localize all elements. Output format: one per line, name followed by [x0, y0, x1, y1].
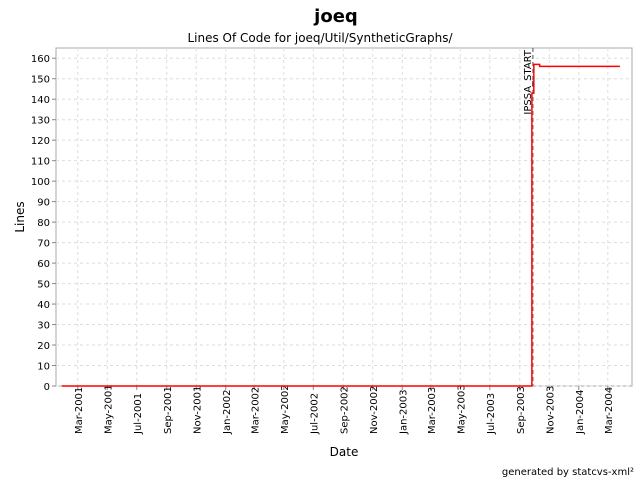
plot-area	[55, 47, 633, 387]
x-axis-label: Date	[330, 445, 359, 459]
chart-subtitle: Lines Of Code for joeq/Util/SyntheticGra…	[187, 31, 453, 45]
y-tick-label: 140	[31, 95, 50, 106]
x-tick-label: May-2003	[456, 384, 467, 434]
y-axis-label: Lines	[13, 201, 27, 232]
y-tick-label: 20	[37, 341, 50, 352]
y-tick-label: 130	[31, 116, 50, 127]
y-tick-label: 40	[37, 300, 50, 311]
x-tick-label: Mar-2004	[604, 387, 615, 434]
x-tick-label: Sep-2002	[339, 386, 350, 434]
series-line	[61, 63, 620, 387]
y-tick-label: 50	[37, 280, 50, 291]
y-tick-label: 10	[37, 362, 50, 373]
y-tick-label: 160	[31, 54, 50, 65]
y-tick-label: 0	[44, 382, 50, 393]
y-tick-label: 100	[31, 177, 50, 188]
x-tick-label: Jan-2003	[398, 390, 409, 435]
x-tick-label: May-2002	[280, 384, 291, 434]
y-tick-label: 110	[31, 157, 50, 168]
y-tick-label: 80	[37, 218, 50, 229]
x-tick-label: Jan-2004	[575, 390, 586, 435]
x-tick-label: Nov-2001	[192, 386, 203, 434]
chart-title: joeq	[313, 6, 358, 27]
x-tick-label: Jan-2002	[222, 390, 233, 435]
x-tick-label: Mar-2002	[250, 387, 261, 434]
x-tick-label: Jul-2002	[309, 393, 320, 435]
y-tick-label: 120	[31, 136, 50, 147]
y-tick-label: 60	[37, 259, 50, 270]
x-tick-label: Sep-2001	[163, 386, 174, 434]
marker-label: IPSSA_START	[523, 49, 534, 114]
x-tick-label: Sep-2003	[516, 386, 527, 434]
y-tick-label: 150	[31, 75, 50, 86]
footer-credit: generated by statcvs-xml²	[502, 467, 634, 478]
x-tick-label: Jul-2001	[133, 393, 144, 435]
y-tick-label: 30	[37, 321, 50, 332]
y-tick-label: 70	[37, 239, 50, 250]
x-tick-label: Nov-2003	[545, 386, 556, 434]
x-tick-label: Jul-2003	[486, 393, 497, 435]
y-tick-label: 90	[37, 198, 50, 209]
x-tick-label: May-2001	[103, 384, 114, 434]
x-tick-label: Nov-2002	[369, 386, 380, 434]
x-tick-label: Mar-2003	[427, 387, 438, 434]
x-tick-label: Mar-2001	[74, 387, 85, 434]
